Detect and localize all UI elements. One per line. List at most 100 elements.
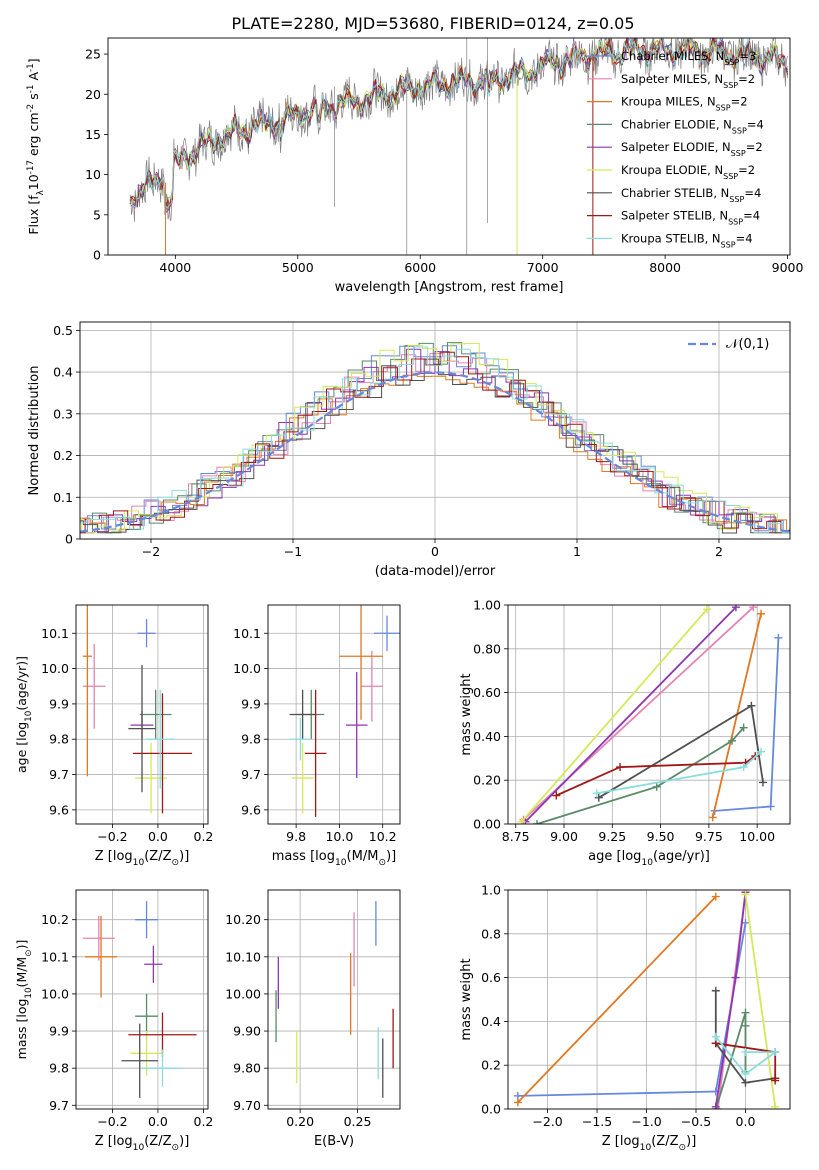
weight-marker [711, 1032, 720, 1041]
x-tick-label: −0.2 [97, 829, 127, 844]
errorbar-point [128, 665, 156, 793]
errorbar-point [146, 689, 174, 789]
errorbar-point [121, 1023, 158, 1098]
y-tick-label: 1.00 [473, 598, 501, 613]
weight-series-line [555, 755, 756, 797]
errorbar-point [291, 742, 314, 814]
weight-marker [771, 1074, 780, 1083]
x-tick-label: 0.0 [148, 1114, 168, 1129]
x-tick-label: −0.2 [97, 1114, 127, 1129]
residuals-plot-area [80, 342, 790, 534]
weight_vs_Z-plot-area [513, 890, 780, 1109]
residuals-axes: −2 −1 0 1 2 0 0.1 0.2 0.3 0.4 0.5 [53, 321, 791, 559]
residual-histogram [80, 358, 790, 534]
weight_vs_age-axes: 8.75 9.00 9.25 9.50 9.75 10.00 0.00 0.20 0.40 0.6… [473, 598, 791, 844]
legend-label: Chabrier ELODIE, NSSP=4 [621, 117, 764, 135]
x-tick-label: 10.00 [739, 829, 775, 844]
legend-label: Kroupa ELODIE, NSSP=2 [621, 163, 755, 181]
x-tick-label: 7000 [527, 260, 559, 275]
errorbar-point [82, 915, 115, 961]
errorbar-point [144, 945, 163, 983]
weight-series-line [536, 727, 745, 824]
y-tick-label: 9.7 [49, 767, 69, 782]
weight-marker [728, 736, 737, 745]
y-tick-label: 0.80 [473, 641, 501, 656]
residuals-frame [79, 321, 791, 540]
weight-marker [616, 763, 625, 772]
y-tick-label: 0.4 [481, 1014, 501, 1029]
mass_vs_Z-xlabel: Z [log10(Z/Z⊙)] [95, 1134, 190, 1153]
spectrum-model-line [129, 38, 788, 209]
age_vs_mass-plot-area [289, 605, 400, 817]
weight-marker [749, 605, 758, 612]
spectrum-axes: 4000 5000 6000 7000 8000 9000 0 5 10 15 20 25 [85, 37, 804, 275]
x-tick-label: 9.50 [647, 829, 675, 844]
age_vs_mass-frame [267, 604, 401, 825]
y-tick-label: 10.20 [225, 912, 261, 927]
errorbar-point [289, 718, 312, 761]
y-tick-label: 9.80 [233, 1061, 261, 1076]
y-tick-label: 15 [85, 127, 101, 142]
weight-marker [771, 1102, 780, 1109]
weight-series-line [520, 608, 708, 823]
x-tick-label: 9.00 [550, 829, 578, 844]
y-tick-label: 0 [93, 248, 101, 263]
weight-marker [739, 723, 748, 732]
spectrum-legend: Chabrier MILES, NSSP=3 Salpeter MILES, NS… [587, 49, 764, 249]
weight-marker [532, 820, 541, 824]
x-tick-label: 0.0 [148, 829, 168, 844]
errorbar-point [139, 689, 172, 740]
weight-marker [711, 1102, 720, 1109]
y-tick-label: 9.70 [233, 1098, 261, 1113]
residual-histogram [80, 374, 790, 534]
x-tick-label: 1 [573, 544, 581, 559]
errorbar-point [135, 901, 158, 939]
y-tick-label: 9.7 [241, 767, 261, 782]
weight-marker [774, 633, 783, 642]
weight-marker [741, 1078, 750, 1087]
weight-marker [592, 789, 601, 798]
y-tick-label: 9.6 [241, 802, 261, 817]
mass_vs_ebv-panel [268, 890, 400, 1109]
y-tick-label: 0.6 [481, 970, 501, 985]
errorbar-point [339, 605, 383, 720]
x-tick-label: 0.2 [194, 1114, 214, 1129]
weight-series-line [714, 892, 747, 1107]
y-tick-label: 9.9 [241, 696, 261, 711]
y-tick-label: 0.8 [481, 926, 501, 941]
age_vs_Z-ylabel: age [log10(age/yr)] [14, 656, 34, 773]
weight-marker [747, 701, 756, 710]
weight-marker [552, 791, 561, 800]
weight-series-line [714, 990, 776, 1084]
x-tick-label: 2 [715, 544, 723, 559]
x-tick-label: 0 [431, 544, 439, 559]
x-tick-label: −1.5 [582, 1114, 612, 1129]
spectrum-frame [107, 37, 791, 256]
mass_vs_Z-ylabel: mass [log10(M/M⊙)] [14, 940, 34, 1060]
y-tick-label: 10.0 [41, 986, 69, 1001]
mass_vs_ebv-axes: 0.20 0.25 9.70 9.80 9.90 10.00 10.10 10.20 [225, 889, 401, 1129]
y-tick-label: 0.3 [53, 406, 73, 421]
legend-label: Chabrier STELIB, NSSP=4 [621, 186, 761, 204]
errorbar-point [361, 650, 383, 722]
y-tick-label: 0.1 [53, 490, 73, 505]
weight-series-line [744, 894, 777, 1107]
y-tick-label: 0.60 [473, 685, 501, 700]
mass_vs_ebv-frame [267, 889, 401, 1110]
weight-marker [711, 986, 720, 995]
y-tick-label: 9.7 [49, 1098, 69, 1113]
y-tick-label: 9.8 [49, 732, 69, 747]
weight-series-line [715, 1036, 778, 1076]
y-tick-label: 9.6 [49, 802, 69, 817]
y-tick-label: 10.1 [41, 949, 69, 964]
y-tick-label: 0.0 [481, 1102, 501, 1117]
errorbar-point [85, 915, 117, 998]
weight-marker [741, 1021, 750, 1030]
weight_vs_Z-axes: −2.0 −1.5 −1.0 −0.5 0.0 0.0 0.2 0.4 0.6 0.8 1.0 [481, 883, 791, 1129]
weight-marker [741, 1048, 750, 1057]
x-tick-label: −1.0 [631, 1114, 661, 1129]
spectrum-panel [129, 38, 788, 255]
weight-marker [741, 1069, 750, 1078]
spectrum-plot-area [129, 38, 788, 255]
weight_vs_age-xlabel: age [log10(age/yr)] [588, 849, 710, 868]
